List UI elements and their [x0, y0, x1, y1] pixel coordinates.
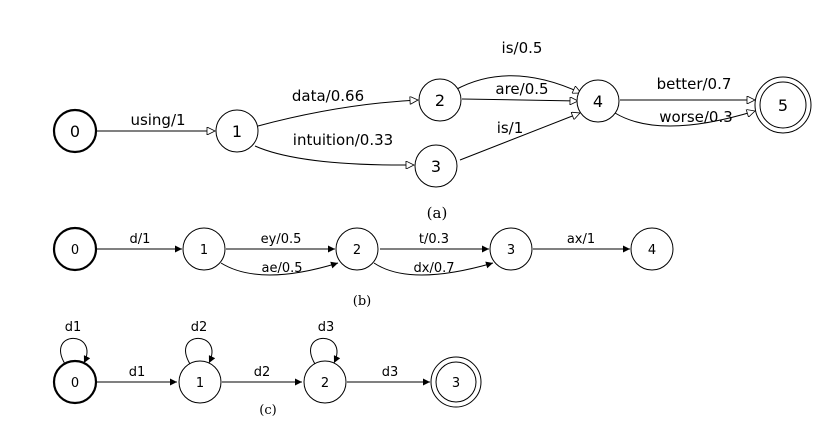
edge-label: better/0.7	[657, 75, 732, 93]
self-loop-label: d2	[191, 320, 208, 335]
edge-label: d3	[382, 365, 399, 380]
state-a-1	[215, 109, 259, 153]
edge-label: t/0.3	[419, 232, 449, 247]
edge-label: ey/0.5	[261, 232, 302, 247]
caption-b: (b)	[353, 294, 371, 309]
edge-label: is/1	[497, 119, 524, 137]
state-b-3	[489, 227, 533, 271]
state-label: 1	[196, 376, 204, 391]
edge-a-4-5-worse	[614, 111, 755, 127]
caption-a: (a)	[427, 204, 448, 222]
edge-label: ae/0.5	[261, 261, 302, 276]
state-c-1	[178, 360, 222, 404]
state-label: 3	[431, 157, 441, 176]
state-c-3-inner	[435, 361, 477, 403]
state-c-2	[303, 360, 347, 404]
state-label: 4	[648, 243, 656, 258]
state-label: 0	[70, 122, 80, 141]
state-a-5-inner	[759, 81, 807, 129]
edge-label: is/0.5	[502, 39, 543, 57]
state-label: 4	[593, 92, 603, 111]
state-b-1	[182, 227, 226, 271]
state-label: 1	[200, 243, 208, 258]
state-label: 3	[452, 376, 460, 391]
state-label: 2	[435, 91, 445, 110]
edge-label: d/1	[130, 232, 151, 247]
state-b-2	[335, 227, 379, 271]
edge-label: ax/1	[567, 232, 595, 247]
edge-a-1-2	[257, 100, 418, 127]
self-loop-label: d3	[318, 320, 335, 335]
edge-label: worse/0.3	[659, 108, 733, 126]
edge-b-2-3-dx	[373, 261, 494, 276]
edge-b-1-2-ae	[220, 261, 339, 276]
state-label: 0	[71, 376, 79, 391]
state-a-4	[576, 79, 620, 123]
edge-a-2-4-top	[454, 75, 581, 93]
state-a-2	[418, 78, 462, 122]
edge-label: intuition/0.33	[293, 131, 393, 149]
edge-label: are/0.5	[495, 80, 548, 98]
state-label: 5	[778, 96, 788, 115]
self-loop-c-0	[60, 337, 91, 365]
edge-label: dx/0.7	[414, 261, 455, 276]
state-label: 0	[71, 243, 79, 258]
state-a-3	[414, 144, 458, 188]
self-loop-label: d1	[65, 320, 82, 335]
diagram-a: 0 1 2 3 4 5 using/1 data/0.66 intuition/…	[52, 39, 812, 222]
edge-label: using/1	[130, 111, 185, 129]
self-loop-c-1	[185, 337, 216, 365]
state-label: 3	[507, 243, 515, 258]
caption-c: (c)	[259, 403, 276, 418]
edge-label: d1	[129, 365, 146, 380]
self-loop-c-2	[310, 337, 341, 365]
edge-a-3-4	[459, 113, 580, 161]
diagram-c: 0 1 2 3 d1 d2 d3 d1 d2 d3 (c)	[52, 320, 482, 418]
state-b-4	[630, 227, 674, 271]
diagram-b: 0 1 2 3 4 d/1 ey/0.5 ae/0.5 t/0.3 dx/0.7…	[52, 226, 674, 309]
state-label: 1	[232, 122, 242, 141]
state-b-0	[52, 226, 98, 272]
edge-label: d2	[254, 365, 271, 380]
edge-a-1-3	[254, 145, 414, 165]
edge-a-2-4-mid	[461, 99, 578, 101]
state-label: 2	[321, 376, 329, 391]
state-label: 2	[353, 243, 361, 258]
state-a-0	[52, 108, 98, 154]
edge-label: data/0.66	[292, 87, 364, 105]
state-c-0	[52, 359, 98, 405]
